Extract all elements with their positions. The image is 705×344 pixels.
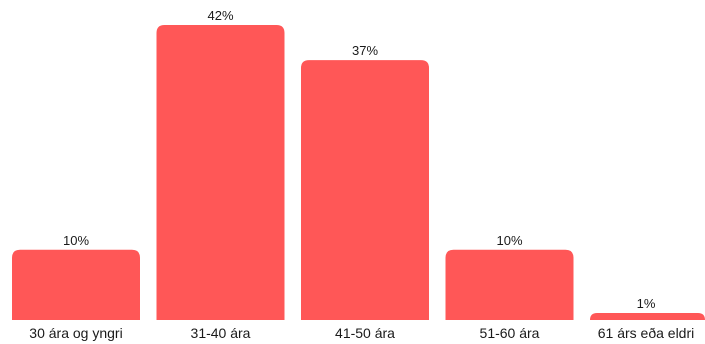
category-label-5: 61 árs eða eldri — [598, 325, 695, 341]
bar-4 — [445, 249, 574, 320]
category-label-4: 51-60 ára — [480, 325, 540, 341]
bar-3 — [301, 60, 429, 320]
category-label-1: 30 ára og yngri — [29, 325, 122, 341]
data-label-4: 10% — [496, 233, 522, 248]
data-label-2: 42% — [207, 8, 233, 23]
category-label-2: 31-40 ára — [191, 325, 251, 341]
bar-2 — [156, 25, 285, 320]
bars-group — [12, 25, 705, 320]
category-labels-group: 30 ára og yngri 31-40 ára 41-50 ára 51-60 á… — [29, 325, 694, 341]
data-label-5: 1% — [637, 296, 656, 311]
data-labels-group: 10% 42% 37% 10% 1% — [63, 8, 656, 311]
data-label-1: 10% — [63, 233, 89, 248]
bar-5 — [590, 312, 705, 320]
bar-1 — [12, 249, 140, 320]
data-label-3: 37% — [352, 43, 378, 58]
category-label-3: 41-50 ára — [335, 325, 395, 341]
